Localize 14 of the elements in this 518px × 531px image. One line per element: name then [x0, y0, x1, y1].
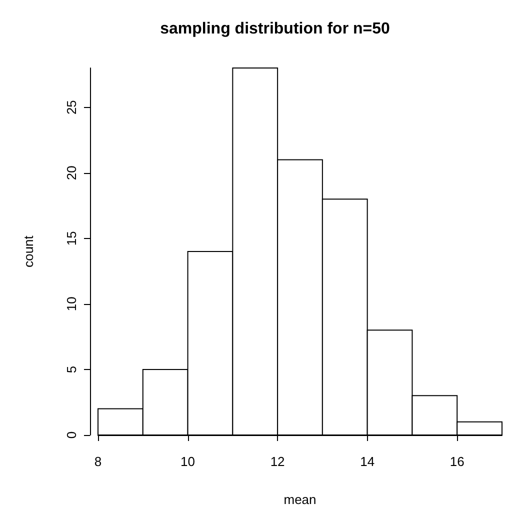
y-tick-label: 0: [64, 431, 79, 439]
y-tick-label: 15: [64, 231, 79, 246]
x-tick-label: 12: [270, 454, 285, 469]
chart-title: sampling distribution for n=50: [160, 20, 390, 38]
y-axis-title: count: [21, 235, 36, 268]
x-tick-label: 16: [450, 454, 464, 469]
y-tick-label: 10: [64, 296, 79, 312]
x-tick-label: 8: [94, 454, 102, 469]
y-tick-label: 5: [64, 366, 79, 374]
y-tick-label: 20: [64, 166, 79, 180]
y-tick-label: 25: [64, 100, 79, 115]
x-tick-label: 10: [180, 454, 196, 469]
x-tick-label: 14: [360, 454, 375, 469]
x-axis-title: mean: [284, 492, 316, 507]
